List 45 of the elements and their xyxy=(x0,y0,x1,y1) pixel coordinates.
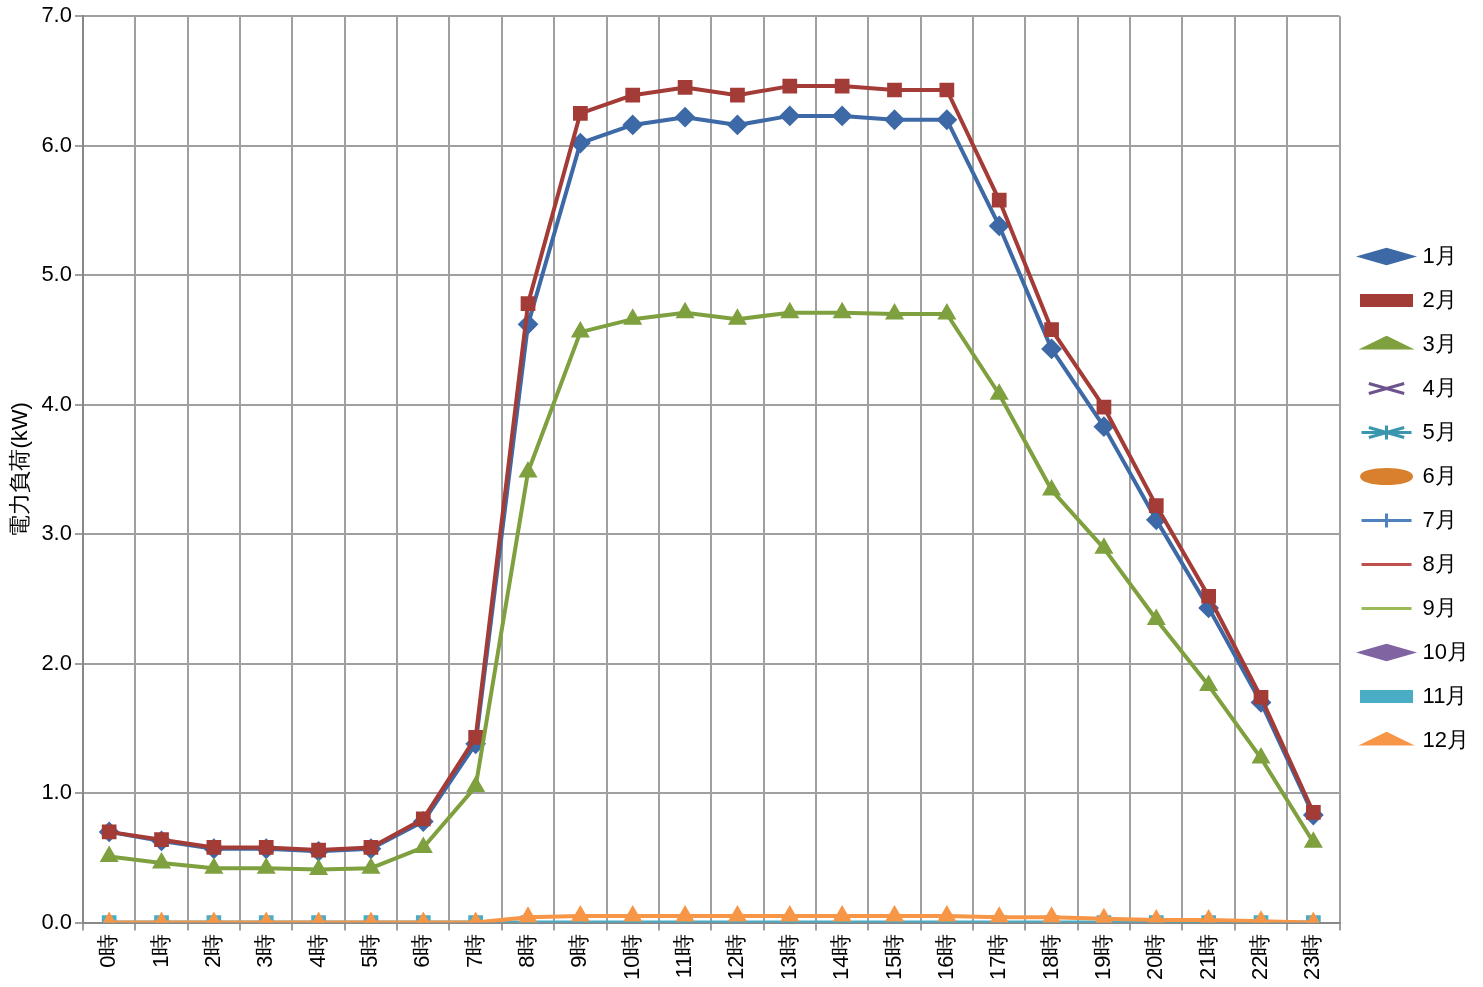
x-tick-label: 6時 xyxy=(409,933,435,968)
x-tick-label: 4時 xyxy=(304,933,330,968)
y-tick-label: 2.0 xyxy=(41,649,72,675)
legend-label: 2月 xyxy=(1422,286,1457,312)
x-tick-label: 16時 xyxy=(932,933,958,981)
legend-label: 3月 xyxy=(1422,330,1457,356)
x-tick-label: 22時 xyxy=(1247,933,1273,981)
legend-label: 6月 xyxy=(1422,462,1457,488)
x-tick-label: 13時 xyxy=(775,933,801,981)
x-tick-label: 20時 xyxy=(1142,933,1168,981)
legend-label: 5月 xyxy=(1422,418,1457,444)
x-tick-label: 0時 xyxy=(95,933,121,968)
legend-label: 1月 xyxy=(1422,242,1457,268)
x-tick-label: 15時 xyxy=(880,933,906,981)
legend-label: 9月 xyxy=(1422,594,1457,620)
legend-label: 4月 xyxy=(1422,374,1457,400)
legend-label: 8月 xyxy=(1422,550,1457,576)
x-tick-label: 9時 xyxy=(566,933,592,968)
x-tick-label: 23時 xyxy=(1299,933,1325,981)
y-tick-label: 0.0 xyxy=(41,908,72,934)
x-tick-label: 11時 xyxy=(671,933,697,979)
x-tick-label: 14時 xyxy=(828,933,854,981)
x-tick-label: 1時 xyxy=(147,933,173,968)
x-tick-label: 18時 xyxy=(1037,933,1063,981)
x-tick-label: 7時 xyxy=(461,933,487,968)
x-tick-label: 17時 xyxy=(985,933,1011,981)
y-axis-title: 電力負荷(kW) xyxy=(7,402,33,537)
y-tick-label: 1.0 xyxy=(41,779,72,805)
y-tick-label: 3.0 xyxy=(41,520,72,546)
y-tick-label: 6.0 xyxy=(41,131,72,157)
y-tick-label: 5.0 xyxy=(41,261,72,287)
x-tick-label: 2時 xyxy=(199,933,225,968)
legend-label: 11月 xyxy=(1422,682,1468,708)
x-tick-label: 8時 xyxy=(514,933,540,968)
x-tick-label: 21時 xyxy=(1194,933,1220,981)
x-tick-label: 10時 xyxy=(618,933,644,981)
x-tick-label: 3時 xyxy=(252,933,278,968)
legend-label: 12月 xyxy=(1422,726,1470,752)
y-tick-label: 4.0 xyxy=(41,390,72,416)
legend-label: 10月 xyxy=(1422,638,1470,664)
legend-label: 7月 xyxy=(1422,506,1457,532)
y-tick-label: 7.0 xyxy=(41,2,72,28)
x-tick-label: 5時 xyxy=(357,933,382,968)
x-tick-label: 19時 xyxy=(1089,933,1115,981)
x-tick-label: 12時 xyxy=(723,933,749,981)
